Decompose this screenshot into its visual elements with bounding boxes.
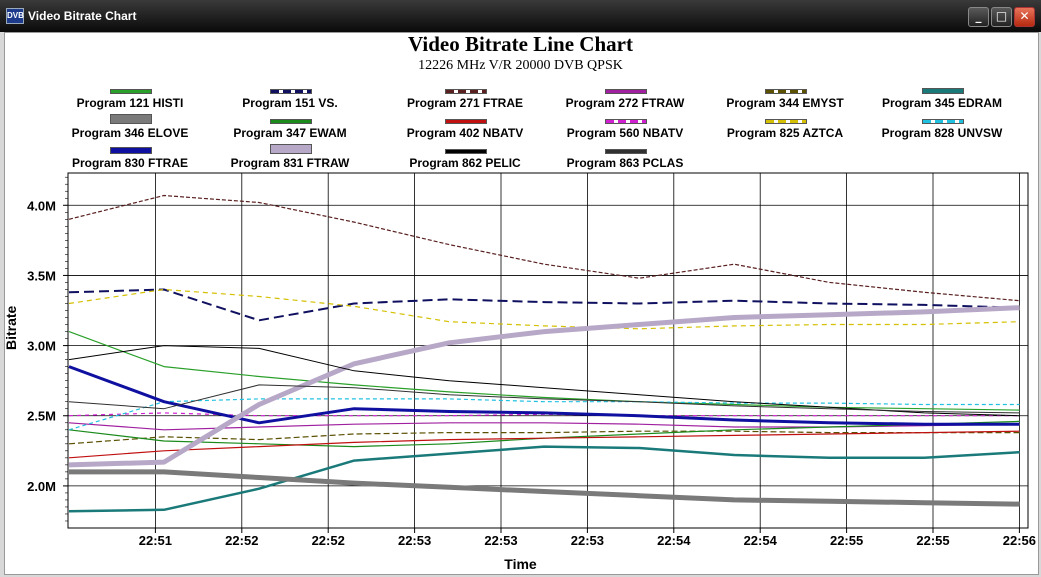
legend-label: Program 272 FTRAW — [565, 96, 685, 110]
legend-item: Program 560 NBATV — [545, 114, 705, 142]
legend-item: Program 863 PCLAS — [545, 144, 705, 172]
x-tick-label: 22:54 — [744, 533, 778, 548]
x-tick-label: 22:51 — [139, 533, 172, 548]
legend-swatch — [445, 119, 487, 124]
title-bar[interactable]: DVB Video Bitrate Chart _ □ ✕ — [0, 0, 1041, 32]
legend-label: Program 344 EMYST — [726, 96, 844, 110]
x-tick-label: 22:53 — [571, 533, 604, 548]
maximize-button[interactable]: □ — [991, 7, 1012, 27]
series-line-program-346-elove — [69, 469, 1020, 507]
minimize-button[interactable]: _ — [968, 7, 989, 27]
legend-label: Program 345 EDRAM — [881, 96, 1003, 110]
x-tick-label: 22:52 — [312, 533, 345, 548]
legend-swatch — [605, 149, 647, 154]
series-line-program-863-pclas — [68, 384, 1020, 414]
legend-label: Program 831 FTRAW — [230, 156, 350, 170]
x-tick-label: 22:55 — [916, 533, 949, 548]
legend-swatch — [605, 119, 647, 124]
legend-label: Program 830 FTRAE — [71, 156, 189, 170]
series-line-program-345-edram — [68, 445, 1020, 513]
legend-label: Program 347 EWAM — [233, 126, 347, 140]
legend-item: Program 402 NBATV — [385, 114, 545, 142]
legend-swatch — [110, 147, 152, 154]
legend-item: Program 830 FTRAE — [50, 144, 210, 172]
plot-background — [67, 172, 1029, 529]
series-line-program-151-vs- — [68, 288, 1020, 322]
legend-label: Program 151 VS. — [242, 96, 338, 110]
legend-label: Program 863 PCLAS — [566, 156, 684, 170]
legend-label: Program 828 UNVSW — [881, 126, 1003, 140]
series-line-program-121-histi — [68, 331, 1020, 411]
x-tick-label: 22:52 — [225, 533, 258, 548]
legend-swatch — [605, 89, 647, 94]
series-line-program-825-aztca — [68, 288, 1020, 330]
legend-item: Program 831 FTRAW — [210, 144, 370, 172]
legend-label: Program 825 AZTCA — [726, 126, 844, 140]
legend-label: Program 560 NBATV — [566, 126, 684, 140]
legend-swatch — [445, 149, 487, 154]
legend-swatch — [270, 119, 312, 124]
x-tick-label: 22:53 — [398, 533, 431, 548]
app-icon: DVB — [6, 8, 24, 24]
close-button[interactable]: ✕ — [1014, 7, 1035, 27]
legend-item: Program 344 EMYST — [705, 84, 865, 112]
legend-swatch — [270, 88, 312, 94]
legend-item: Program 825 AZTCA — [705, 114, 865, 142]
legend-label: Program 271 FTRAE — [406, 96, 524, 110]
legend-swatch — [765, 119, 807, 124]
legend-item: Program 862 PELIC — [385, 144, 545, 172]
window-title: Video Bitrate Chart — [28, 9, 137, 23]
legend-swatch — [110, 114, 152, 124]
legend-swatch — [922, 88, 964, 94]
series-line-program-828-unvsw — [68, 398, 1020, 431]
y-tick-label: 3.5M — [27, 268, 56, 283]
series-line-program-831-ftraw — [68, 305, 1020, 468]
legend-label: Program 862 PELIC — [409, 156, 521, 170]
chart-title: Video Bitrate Line Chart — [408, 32, 633, 56]
y-tick-label: 2.0M — [27, 479, 56, 494]
legend-label: Program 121 HISTI — [76, 96, 184, 110]
y-tick-label: 4.0M — [27, 198, 56, 213]
x-tick-label: 22:53 — [484, 533, 517, 548]
legend-item: Program 151 VS. — [210, 84, 370, 112]
legend-label: Program 402 NBATV — [406, 126, 524, 140]
x-axis-label: Time — [504, 556, 537, 572]
legend-swatch — [765, 89, 807, 94]
legend-item: Program 271 FTRAE — [385, 84, 545, 112]
chart-subtitle: 12226 MHz V/R 20000 DVB QPSK — [418, 58, 623, 73]
legend-item: Program 345 EDRAM — [862, 84, 1022, 112]
series-line-program-402-nbatv — [68, 430, 1020, 459]
legend-item: Program 346 ELOVE — [50, 114, 210, 142]
series-line-program-344-emyst — [68, 430, 1020, 445]
series-line-program-830-ftrae — [68, 365, 1020, 426]
legend-item: Program 828 UNVSW — [862, 114, 1022, 142]
legend-item: Program 121 HISTI — [50, 84, 210, 112]
y-tick-label: 3.0M — [27, 339, 56, 354]
y-tick-label: 2.5M — [27, 409, 56, 424]
x-tick-label: 22:54 — [657, 533, 691, 548]
x-tick-label: 22:56 — [1003, 533, 1036, 548]
legend-item: Program 272 FTRAW — [545, 84, 705, 112]
legend-item: Program 347 EWAM — [210, 114, 370, 142]
legend-swatch — [445, 89, 487, 94]
series-line-program-271-ftrae — [68, 194, 1020, 302]
legend-swatch — [922, 119, 964, 124]
legend-swatch — [270, 144, 312, 154]
legend-swatch — [110, 89, 152, 94]
x-tick-label: 22:55 — [830, 533, 863, 548]
legend-label: Program 346 ELOVE — [71, 126, 189, 140]
